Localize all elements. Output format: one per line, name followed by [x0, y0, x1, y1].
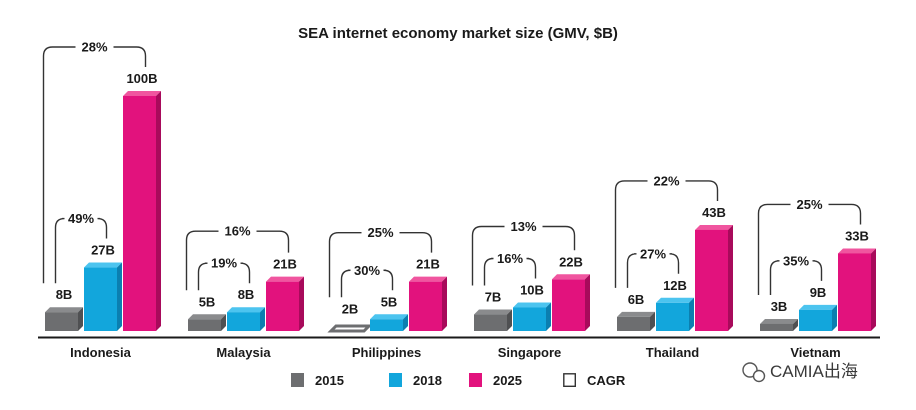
wechat-icon-bubble [752, 369, 766, 383]
cagr-outer-indonesia-label: 28% [81, 40, 107, 55]
value-label-philippines-2015: 2B [342, 301, 359, 316]
cagr-inner-indonesia: 49% [54, 211, 108, 284]
value-label-thailand-2018: 12B [663, 278, 687, 293]
bar-vietnam-2025 [838, 248, 876, 331]
legend-item-2015: 2015 [291, 373, 344, 388]
cagr-brackets: 49% 28% 19% 16% 30% 25% 16% 13% 27% 22% 35% 25% [42, 40, 862, 298]
bar-philippines-2025 [409, 276, 447, 331]
legend-item-2018: 2018 [389, 373, 442, 388]
value-label-singapore-2025: 22B [559, 254, 583, 269]
value-labels: 8B 27B 100B 5B 8B 21B 2B 5B 21B 7B 10B 22B 6B 12B 43B 3… [56, 71, 869, 316]
bar-philippines-2015 [327, 324, 373, 333]
bar-thailand-2018 [656, 297, 694, 331]
cagr-outer-philippines-label: 25% [367, 225, 393, 240]
category-label-thailand: Thailand [646, 345, 700, 360]
legend-item-cagr: CAGR [563, 373, 626, 388]
bar-indonesia-2018 [84, 262, 122, 331]
bar-thailand-2015 [617, 311, 655, 331]
cagr-outer-thailand: 22% [614, 173, 719, 288]
legend-label-2015: 2015 [315, 373, 344, 388]
cagr-outer-singapore: 13% [471, 219, 576, 286]
cagr-inner-philippines: 30% [340, 263, 394, 298]
cagr-outer-malaysia-label: 16% [224, 224, 250, 239]
category-label-singapore: Singapore [498, 345, 562, 360]
category-label-philippines: Philippines [352, 345, 421, 360]
value-label-malaysia-2025: 21B [273, 257, 297, 272]
value-label-vietnam-2015: 3B [771, 299, 788, 314]
legend: 2015 2018 2025 CAGR [291, 373, 626, 388]
legend-swatch-2015 [291, 373, 304, 387]
category-label-malaysia: Malaysia [216, 345, 271, 360]
legend-swatch-2018 [389, 373, 402, 387]
cagr-inner-philippines-label: 30% [354, 263, 380, 278]
value-label-vietnam-2018: 9B [810, 285, 827, 300]
value-label-indonesia-2025: 100B [126, 71, 157, 86]
value-label-malaysia-2018: 8B [238, 287, 255, 302]
watermark-text: CAMIA出海 [770, 362, 858, 381]
bar-malaysia-2025 [266, 276, 304, 331]
cagr-outer-philippines: 25% [328, 225, 433, 298]
bar-singapore-2025 [552, 274, 590, 331]
bar-vietnam-2015 [760, 318, 798, 331]
category-labels: Indonesia Malaysia Philippines Singapore Tha… [70, 345, 841, 360]
cagr-inner-malaysia: 19% [197, 256, 251, 291]
bar-vietnam-2018 [799, 304, 837, 331]
value-label-philippines-2018: 5B [381, 294, 398, 309]
legend-label-cagr: CAGR [587, 373, 626, 388]
value-label-thailand-2015: 6B [628, 292, 645, 307]
wechat-icon [742, 362, 758, 378]
cagr-inner-thailand-label: 27% [640, 246, 666, 261]
bar-philippines-2018 [370, 314, 408, 331]
bar-indonesia-2015 [45, 307, 83, 331]
legend-label-2018: 2018 [413, 373, 442, 388]
bar-group [45, 91, 876, 333]
cagr-outer-singapore-label: 13% [510, 219, 536, 234]
cagr-inner-singapore: 16% [483, 251, 537, 286]
value-label-philippines-2025: 21B [416, 257, 440, 272]
watermark: CAMIA出海 [742, 362, 858, 383]
value-label-singapore-2015: 7B [485, 290, 502, 305]
legend-item-2025: 2025 [469, 373, 522, 388]
bar-indonesia-2025 [123, 91, 161, 331]
value-label-thailand-2025: 43B [702, 205, 726, 220]
bar-singapore-2015 [474, 309, 512, 331]
chart-title: SEA internet economy market size (GMV, $… [298, 25, 618, 42]
cagr-outer-thailand-label: 22% [653, 173, 679, 188]
category-label-indonesia: Indonesia [70, 345, 131, 360]
legend-swatch-2025 [469, 373, 482, 387]
value-label-indonesia-2015: 8B [56, 287, 73, 302]
bar-malaysia-2015 [188, 314, 226, 331]
cagr-outer-indonesia: 28% [42, 40, 147, 284]
cagr-inner-vietnam-label: 35% [783, 253, 809, 268]
category-label-vietnam: Vietnam [790, 345, 840, 360]
cagr-inner-indonesia-label: 49% [68, 211, 94, 226]
value-label-malaysia-2015: 5B [199, 294, 216, 309]
bar-malaysia-2018 [227, 307, 265, 331]
bar-thailand-2025 [695, 224, 733, 331]
cagr-inner-thailand: 27% [626, 246, 680, 288]
value-label-indonesia-2018: 27B [91, 243, 115, 258]
legend-swatch-cagr [563, 373, 576, 387]
value-label-singapore-2018: 10B [520, 283, 544, 298]
cagr-inner-malaysia-label: 19% [211, 256, 237, 271]
cagr-outer-malaysia: 16% [185, 224, 290, 291]
cagr-outer-vietnam: 25% [757, 197, 862, 295]
legend-label-2025: 2025 [493, 373, 522, 388]
cagr-inner-vietnam: 35% [769, 253, 823, 295]
value-label-vietnam-2025: 33B [845, 228, 869, 243]
cagr-inner-singapore-label: 16% [497, 251, 523, 266]
cagr-outer-vietnam-label: 25% [796, 197, 822, 212]
bar-singapore-2018 [513, 302, 551, 331]
